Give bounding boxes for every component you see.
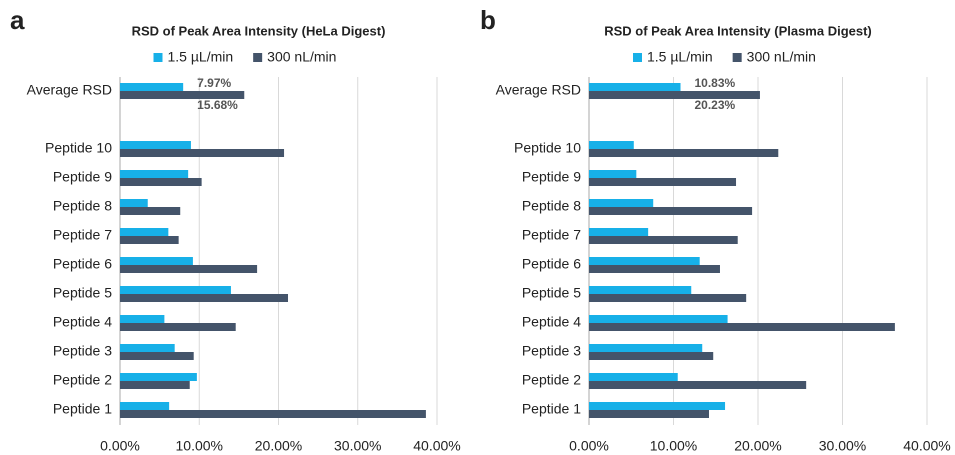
y-tick-label: Peptide 5 <box>53 285 112 301</box>
y-tick-label: Peptide 2 <box>53 372 112 388</box>
y-tick-label: Peptide 3 <box>522 343 581 359</box>
x-tick-label: 10.00% <box>176 438 223 454</box>
bar <box>589 141 634 149</box>
y-tick-label: Peptide 9 <box>53 169 112 185</box>
bar <box>589 286 692 294</box>
chart-title: RSD of Peak Area Intensity (Plasma Diges… <box>604 23 872 38</box>
bar <box>120 323 236 331</box>
bar <box>120 410 426 418</box>
data-label: 20.23% <box>695 98 736 112</box>
legend-label: 1.5 µL/min <box>647 49 713 65</box>
bar <box>120 373 197 381</box>
bar <box>120 170 189 178</box>
x-tick-label: 30.00% <box>819 438 866 454</box>
y-tick-label: Peptide 9 <box>522 169 581 185</box>
bar <box>120 228 169 236</box>
legend-label: 300 nL/min <box>747 49 816 65</box>
y-tick-label: Peptide 8 <box>522 198 581 214</box>
y-tick-label: Peptide 6 <box>53 256 112 272</box>
y-tick-label: Peptide 1 <box>522 401 581 417</box>
bar <box>589 352 714 360</box>
bar <box>120 344 175 352</box>
bar <box>120 149 285 157</box>
bar <box>120 352 194 360</box>
bar <box>589 83 681 91</box>
bar <box>589 199 654 207</box>
y-tick-label: Peptide 7 <box>53 227 112 243</box>
x-tick-label: 20.00% <box>255 438 302 454</box>
legend-label: 1.5 µL/min <box>168 49 234 65</box>
legend-label: 300 nL/min <box>267 49 336 65</box>
data-label: 7.97% <box>197 76 231 90</box>
bar <box>589 315 728 323</box>
bar <box>120 91 245 99</box>
legend-swatch <box>253 53 263 62</box>
bar <box>120 265 258 273</box>
bar <box>120 178 202 186</box>
y-tick-label: Peptide 3 <box>53 343 112 359</box>
y-tick-label: Peptide 10 <box>514 140 581 156</box>
x-tick-label: 40.00% <box>413 438 460 454</box>
chart-title: RSD of Peak Area Intensity (HeLa Digest) <box>132 23 386 38</box>
x-tick-label: 0.00% <box>100 438 140 454</box>
bar <box>589 178 737 186</box>
bar <box>589 207 753 215</box>
y-tick-label: Peptide 5 <box>522 285 581 301</box>
bar <box>589 323 895 331</box>
y-tick-label: Peptide 4 <box>522 314 581 330</box>
x-tick-label: 0.00% <box>569 438 609 454</box>
y-tick-label: Peptide 7 <box>522 227 581 243</box>
y-tick-label: Average RSD <box>27 82 112 98</box>
bar <box>589 373 678 381</box>
bar <box>120 199 148 207</box>
bar <box>120 207 181 215</box>
bar <box>120 381 190 389</box>
bar <box>589 170 637 178</box>
bar <box>589 257 700 265</box>
x-tick-label: 30.00% <box>334 438 381 454</box>
y-tick-label: Peptide 10 <box>45 140 112 156</box>
bar <box>120 315 165 323</box>
y-tick-label: Peptide 8 <box>53 198 112 214</box>
bar <box>589 236 738 244</box>
bar <box>120 83 184 91</box>
bar <box>120 402 170 410</box>
bar <box>120 294 289 302</box>
bar <box>589 91 760 99</box>
x-tick-label: 20.00% <box>734 438 781 454</box>
bar <box>589 265 720 273</box>
data-label: 15.68% <box>197 98 238 112</box>
panel-label: b <box>480 5 496 35</box>
bar <box>120 286 231 294</box>
y-tick-label: Peptide 4 <box>53 314 112 330</box>
y-tick-label: Peptide 1 <box>53 401 112 417</box>
bar <box>589 410 709 418</box>
bar <box>120 141 191 149</box>
bar <box>589 228 649 236</box>
bar <box>589 402 726 410</box>
legend-swatch <box>732 53 742 62</box>
legend-swatch <box>633 53 642 62</box>
bar <box>120 257 193 265</box>
x-tick-label: 40.00% <box>903 438 950 454</box>
data-label: 10.83% <box>695 76 736 90</box>
bar <box>589 149 779 157</box>
bar <box>589 344 703 352</box>
y-tick-label: Peptide 6 <box>522 256 581 272</box>
y-tick-label: Average RSD <box>496 82 581 98</box>
bar <box>120 236 179 244</box>
x-tick-label: 10.00% <box>650 438 697 454</box>
panel-label: a <box>10 5 25 35</box>
bar <box>589 294 747 302</box>
legend-swatch <box>153 53 163 62</box>
bar <box>589 381 807 389</box>
y-tick-label: Peptide 2 <box>522 372 581 388</box>
